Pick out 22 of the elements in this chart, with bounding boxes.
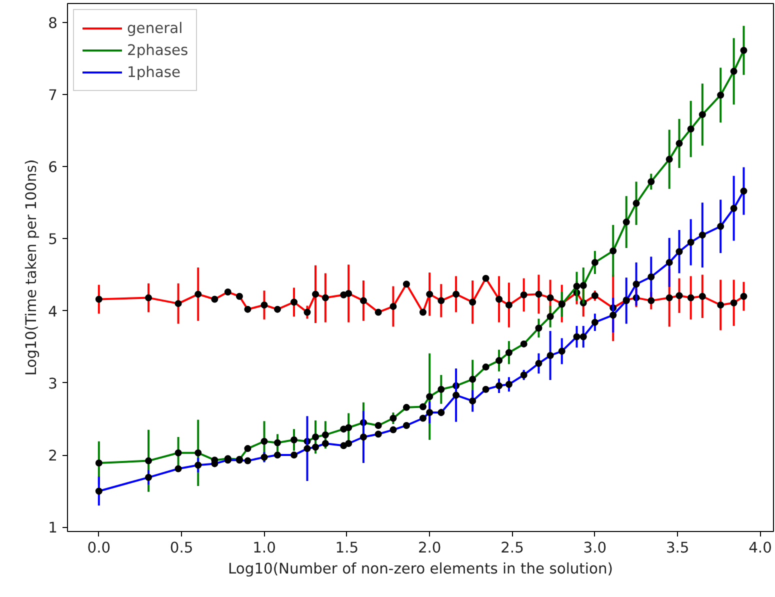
y-tick-label: 5 — [48, 231, 58, 248]
x-tick-label: 2.5 — [500, 540, 524, 556]
y-tick-label: 6 — [48, 159, 58, 176]
x-tick-label: 3.5 — [666, 540, 690, 556]
legend-label: 1phase — [127, 64, 181, 80]
x-tick-label: 1.5 — [335, 540, 359, 556]
y-tick-label: 1 — [48, 520, 58, 537]
x-tick-label: 3.0 — [583, 540, 607, 556]
x-tick-label: 0.5 — [170, 540, 194, 556]
x-tick-label: 1.0 — [252, 540, 276, 556]
legend-label: 2phases — [127, 42, 188, 58]
y-tick-label: 3 — [48, 375, 58, 392]
x-tick-label: 0.0 — [87, 540, 111, 556]
y-tick-label: 4 — [48, 303, 58, 320]
legend-label: general — [127, 20, 183, 36]
x-tick-label: 2.0 — [418, 540, 442, 556]
y-tick-label: 2 — [48, 448, 58, 465]
x-tick-label: 4.0 — [748, 540, 772, 556]
y-axis-title: Log10(Time taken per 100ns) — [23, 159, 40, 376]
y-tick-label: 8 — [48, 14, 58, 32]
y-tick-label: 7 — [48, 86, 58, 104]
x-axis-title: Log10(Number of non-zero elements in the solution) — [228, 560, 613, 578]
